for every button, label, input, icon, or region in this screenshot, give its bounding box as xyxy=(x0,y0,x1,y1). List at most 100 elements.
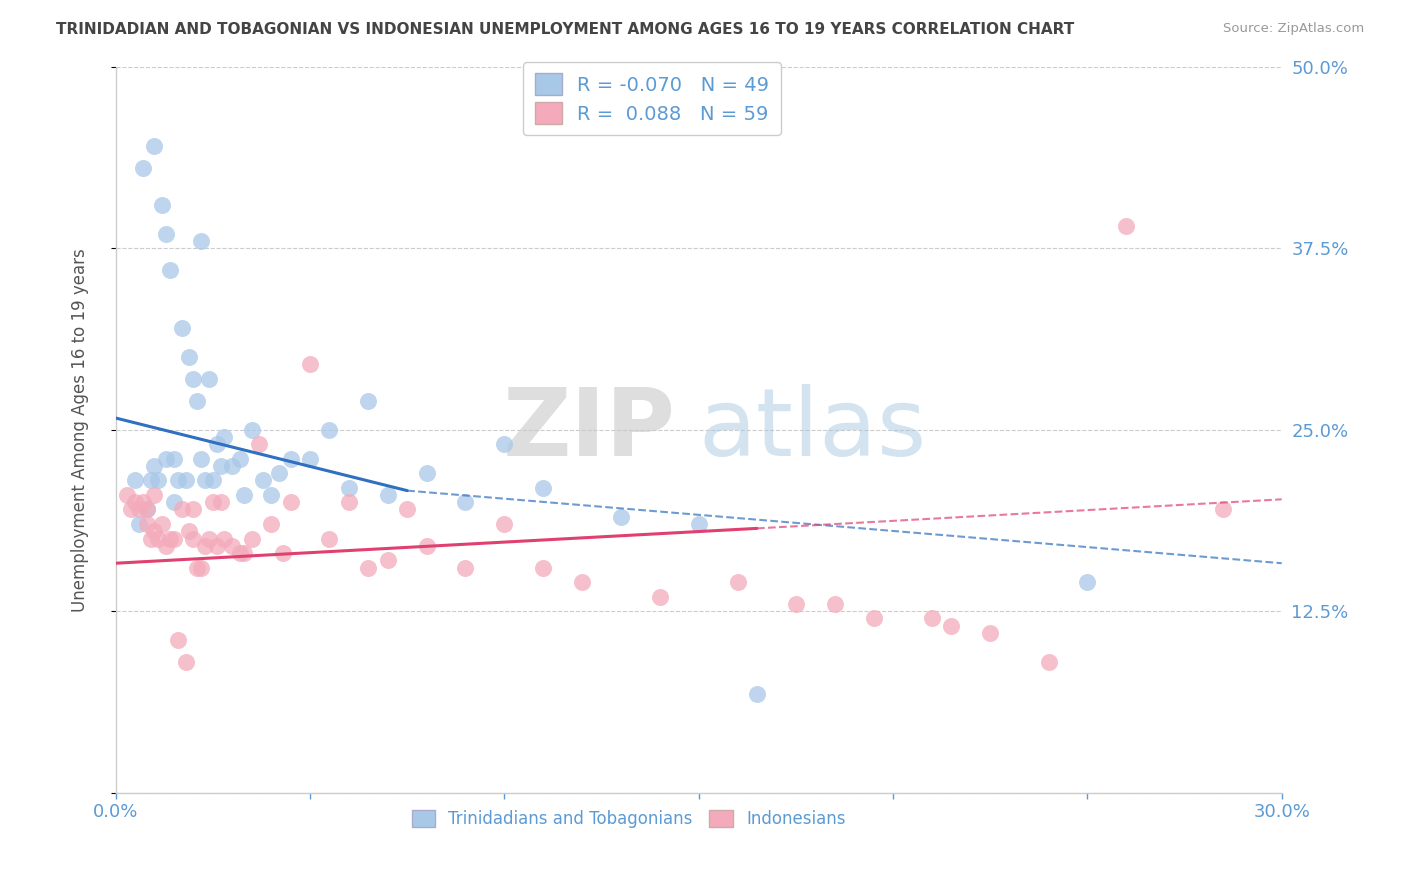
Point xyxy=(377,553,399,567)
Point xyxy=(229,451,252,466)
Point xyxy=(139,532,162,546)
Point xyxy=(135,502,157,516)
Text: ZIP: ZIP xyxy=(502,384,675,475)
Point xyxy=(170,321,193,335)
Point xyxy=(183,502,205,516)
Point xyxy=(415,539,437,553)
Point xyxy=(727,575,749,590)
Point xyxy=(280,495,302,509)
Point xyxy=(941,618,963,632)
Point xyxy=(135,502,157,516)
Point xyxy=(571,575,593,590)
Point xyxy=(1076,575,1098,590)
Point xyxy=(150,197,173,211)
Point xyxy=(190,234,212,248)
Point xyxy=(143,488,166,502)
Point xyxy=(183,372,205,386)
Point xyxy=(862,611,884,625)
Point xyxy=(494,437,516,451)
Point xyxy=(249,437,271,451)
Point xyxy=(166,474,188,488)
Point xyxy=(143,139,166,153)
Point xyxy=(921,611,943,625)
Point xyxy=(201,495,224,509)
Point xyxy=(531,481,554,495)
Point xyxy=(979,626,1001,640)
Point xyxy=(271,546,294,560)
Point xyxy=(232,546,254,560)
Point xyxy=(377,488,399,502)
Point xyxy=(174,474,197,488)
Point xyxy=(143,524,166,539)
Point xyxy=(201,474,224,488)
Point xyxy=(128,502,150,516)
Point xyxy=(194,474,217,488)
Point xyxy=(209,458,232,473)
Point xyxy=(139,474,162,488)
Point xyxy=(132,495,155,509)
Point xyxy=(198,372,221,386)
Point xyxy=(209,495,232,509)
Text: TRINIDADIAN AND TOBAGONIAN VS INDONESIAN UNEMPLOYMENT AMONG AGES 16 TO 19 YEARS : TRINIDADIAN AND TOBAGONIAN VS INDONESIAN… xyxy=(56,22,1074,37)
Point xyxy=(166,633,188,648)
Point xyxy=(198,532,221,546)
Point xyxy=(179,350,201,364)
Point xyxy=(454,495,477,509)
Point xyxy=(240,423,263,437)
Point xyxy=(163,451,186,466)
Point xyxy=(135,516,157,531)
Point xyxy=(143,458,166,473)
Point xyxy=(183,532,205,546)
Point xyxy=(128,516,150,531)
Point xyxy=(357,393,380,408)
Point xyxy=(357,560,380,574)
Point xyxy=(240,532,263,546)
Point xyxy=(124,474,146,488)
Point xyxy=(232,488,254,502)
Point xyxy=(148,474,170,488)
Point xyxy=(260,488,283,502)
Point xyxy=(159,263,181,277)
Point xyxy=(186,560,208,574)
Point xyxy=(155,451,177,466)
Point xyxy=(745,687,768,701)
Point xyxy=(318,532,340,546)
Point xyxy=(186,393,208,408)
Point xyxy=(1115,219,1137,234)
Point xyxy=(824,597,846,611)
Point xyxy=(252,474,274,488)
Point xyxy=(610,509,633,524)
Point xyxy=(337,481,360,495)
Point xyxy=(117,488,139,502)
Point xyxy=(785,597,807,611)
Y-axis label: Unemployment Among Ages 16 to 19 years: Unemployment Among Ages 16 to 19 years xyxy=(72,248,89,612)
Point xyxy=(260,516,283,531)
Point xyxy=(155,539,177,553)
Point xyxy=(454,560,477,574)
Point xyxy=(190,560,212,574)
Point xyxy=(221,458,243,473)
Point xyxy=(280,451,302,466)
Point xyxy=(148,532,170,546)
Point xyxy=(337,495,360,509)
Point xyxy=(267,466,290,480)
Point xyxy=(194,539,217,553)
Text: atlas: atlas xyxy=(699,384,927,475)
Point xyxy=(214,430,236,444)
Point xyxy=(415,466,437,480)
Point xyxy=(1212,502,1234,516)
Point xyxy=(190,451,212,466)
Point xyxy=(221,539,243,553)
Point xyxy=(205,437,228,451)
Point xyxy=(688,516,710,531)
Point xyxy=(648,590,671,604)
Point xyxy=(132,161,155,176)
Point xyxy=(163,532,186,546)
Point xyxy=(531,560,554,574)
Point xyxy=(318,423,340,437)
Point xyxy=(179,524,201,539)
Point xyxy=(229,546,252,560)
Point xyxy=(120,502,142,516)
Legend: Trinidadians and Tobagonians, Indonesians: Trinidadians and Tobagonians, Indonesian… xyxy=(405,804,852,835)
Point xyxy=(150,516,173,531)
